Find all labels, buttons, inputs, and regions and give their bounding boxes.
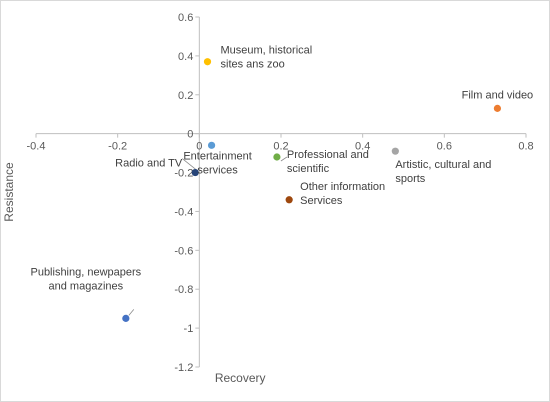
point-label-line: Radio and TV <box>115 158 183 170</box>
label-leader-line <box>182 158 198 171</box>
point-label: Professional and scientific <box>287 149 369 175</box>
x-tick-label: 0.4 <box>355 141 370 153</box>
point-label: Film and video <box>462 89 534 101</box>
x-tick-label: -0.2 <box>108 141 127 153</box>
y-axis-title: Resistance <box>2 162 16 222</box>
y-tick-label: -0.6 <box>174 245 193 257</box>
y-tick-label: -0.4 <box>174 206 193 218</box>
x-tick-label: -0.4 <box>27 141 46 153</box>
point-label-line: Services <box>300 195 343 207</box>
data-point <box>203 58 212 66</box>
point-label: Radio and TV <box>115 158 183 170</box>
point-label-line: Publishing, newpapers <box>30 266 141 278</box>
point-label-line: services <box>197 164 238 176</box>
y-tick-label: 0.2 <box>178 90 193 102</box>
point-labels: Museum, historical sites ans zoo Film and … <box>30 45 533 293</box>
y-tick-label: 0 <box>187 129 193 141</box>
point-label-line: Professional and <box>287 149 369 161</box>
y-tick-label: 0.4 <box>178 51 193 63</box>
point-label-line: sports <box>395 173 425 185</box>
point-label-line: sites ans zoo <box>221 59 285 71</box>
x-tick-label: 0.6 <box>437 141 452 153</box>
point-label-line: Entertainment <box>183 150 251 162</box>
point-label: Artistic, cultural and sports <box>395 159 491 185</box>
data-point <box>391 147 399 155</box>
label-leader-line <box>280 156 288 162</box>
x-tick-label: 0.8 <box>518 141 533 153</box>
y-tick-label: -1 <box>184 323 194 335</box>
point-label-line: Museum, historical <box>221 45 313 57</box>
y-tick-label: 0.6 <box>178 12 193 24</box>
y-tick-label: -0.2 <box>174 168 193 180</box>
label-leader-line <box>128 309 135 316</box>
data-point <box>207 141 216 149</box>
y-tick-label: -0.8 <box>174 284 193 296</box>
tick-labels: -0.4 -0.2 0 0.2 0.4 0.6 0.8 0.6 0.4 0.2 0 -0.2 -0.4 -… <box>27 12 534 374</box>
y-tick-label: -1.2 <box>174 362 193 374</box>
point-label-line: scientific <box>287 163 330 175</box>
data-points <box>122 58 502 322</box>
x-tick-label: 0 <box>196 141 202 153</box>
data-point <box>122 314 130 322</box>
point-label-line: and magazines <box>49 280 124 292</box>
x-axis-title: Recovery <box>215 371 266 385</box>
point-label: Publishing, newpapers and magazines <box>30 266 141 292</box>
point-label: Other information Services <box>300 181 385 207</box>
point-label-line: Film and video <box>462 89 534 101</box>
x-tick-label: 0.2 <box>273 141 288 153</box>
data-point <box>285 196 293 204</box>
point-label-line: Artistic, cultural and <box>395 159 491 171</box>
point-label: Entertainment services <box>183 150 251 176</box>
leader-lines <box>128 156 288 316</box>
data-point <box>273 153 281 161</box>
point-label-line: Other information <box>300 181 385 193</box>
point-label: Museum, historical sites ans zoo <box>221 45 313 71</box>
data-point <box>493 104 502 112</box>
data-point <box>191 168 199 177</box>
